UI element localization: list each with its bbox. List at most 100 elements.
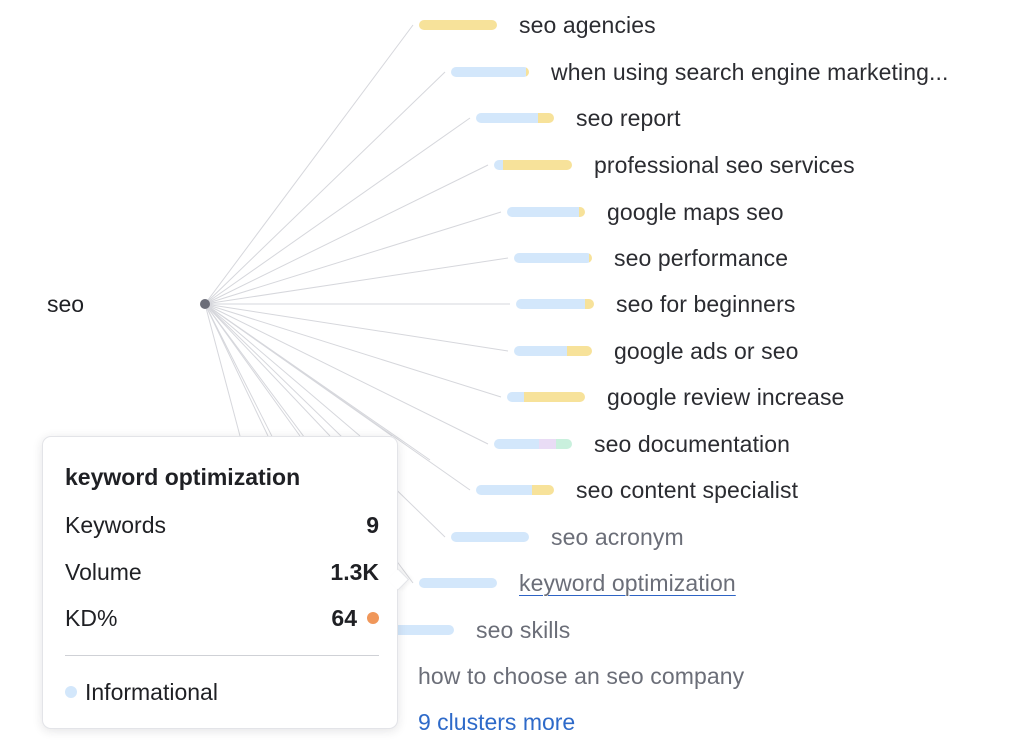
cluster-label[interactable]: professional seo services [594,152,855,178]
intent-segment-informational [419,578,497,588]
connector-line [204,303,502,398]
tooltip-value: 9 [366,511,379,538]
intent-segment-commercial [419,20,497,30]
intent-bar [419,578,497,588]
cluster-item[interactable]: google ads or seo [514,336,799,366]
intent-segment-informational [376,625,454,635]
cluster-label[interactable]: seo report [576,105,681,131]
tooltip-row-kd: KD% 64 [65,603,379,633]
intent-segment-commercial [524,392,585,402]
intent-segment-commercial [525,67,529,77]
cluster-item[interactable]: how to choose an seo company [418,661,744,691]
connector-line [204,303,489,445]
more-clusters-link[interactable]: 9 clusters more [418,709,576,735]
connector-line [204,303,301,437]
cluster-item[interactable]: when using search engine marketing... [451,57,949,87]
cluster-label[interactable]: keyword optimization [519,570,736,596]
cluster-label[interactable]: seo acronym [551,524,684,550]
connector-line [204,117,471,305]
cluster-label[interactable]: google review increase [607,384,845,410]
intent-segment-informational [476,485,533,495]
cluster-label[interactable]: seo agencies [519,12,656,38]
cluster-item[interactable]: seo skills [376,615,570,645]
connector-line [204,71,446,305]
connector-line [204,303,509,352]
intent-segment-commercial [503,160,572,170]
intent-bar [516,299,594,309]
cluster-item[interactable]: professional seo services [494,150,855,180]
tooltip-row-volume: Volume 1.3K [65,557,379,587]
cluster-label[interactable]: seo for beginners [616,291,796,317]
connector-line [204,303,269,437]
connector-line [204,303,446,538]
cluster-item[interactable]: seo acronym [451,522,684,552]
tooltip-divider [65,655,379,656]
cluster-label[interactable]: when using search engine marketing... [551,59,949,85]
cluster-item[interactable]: seo documentation [494,429,790,459]
intent-bar [476,113,554,123]
cluster-item[interactable]: seo agencies [419,10,656,40]
cluster-item[interactable]: google maps seo [507,197,784,227]
intent-segment-informational [514,346,568,356]
intent-bar [514,253,592,263]
intent-bar [376,625,454,635]
connector-line [204,211,502,305]
kd-difficulty-icon [367,612,379,624]
intent-segment-informational [494,160,504,170]
cluster-label[interactable]: seo documentation [594,431,791,457]
intent-segment-commercial [578,207,585,217]
intent-segment-informational [516,299,585,309]
intent-segment-informational [507,392,525,402]
cluster-item[interactable]: google review increase [507,382,844,412]
intent-segment-informational [507,207,579,217]
cluster-item[interactable]: keyword optimization [419,568,736,598]
intent-bar [507,392,585,402]
cluster-label[interactable]: how to choose an seo company [418,663,745,689]
root-keyword-label: seo [47,291,85,317]
cluster-label[interactable]: seo skills [476,617,571,643]
intent-bar [451,532,529,542]
cluster-tooltip: keyword optimization Keywords 9 Volume 1… [42,436,398,729]
tooltip-value-wrap: 64 [331,605,379,632]
intent-segment-informational [476,113,539,123]
connector-line [204,24,414,305]
tooltip-value: 1.3K [330,558,379,585]
intent-segment-commercial [538,113,554,123]
intent-segment-informational [451,67,526,77]
cluster-item[interactable]: seo report [476,103,681,133]
connector-line [204,303,361,437]
connector-line [204,303,331,437]
connector-line [204,257,509,305]
intent-bar [494,439,572,449]
tooltip-key: Volume [65,558,142,585]
tooltip-title: keyword optimization [65,464,301,490]
intent-segment-navigational [539,439,557,449]
intent-bar [514,346,592,356]
cluster-item[interactable]: seo performance [514,243,788,273]
cluster-label[interactable]: seo content specialist [576,477,799,503]
intent-bar [451,67,529,77]
intent-segment-informational [494,439,540,449]
tooltip-value: 64 [331,604,357,631]
tooltip-intent: Informational [65,677,218,707]
root-node[interactable] [200,299,210,309]
intent-segment-informational [451,532,529,542]
intent-icon [65,686,77,698]
connector-line [204,303,431,461]
intent-bar [494,160,572,170]
cluster-item[interactable]: seo content specialist [476,475,798,505]
intent-segment-commercial [567,346,592,356]
intent-bar [507,207,585,217]
cluster-label[interactable]: seo performance [614,245,789,271]
tooltip-intent-label: Informational [85,678,218,705]
connector-line [204,303,241,437]
intent-segment-commercial [584,299,594,309]
intent-segment-commercial [532,485,554,495]
connector-line [204,164,489,305]
cluster-label[interactable]: google ads or seo [614,338,799,364]
cluster-label[interactable]: google maps seo [607,199,784,225]
tooltip-key: KD% [65,604,118,631]
cluster-item[interactable]: seo for beginners [516,289,795,319]
intent-bar [476,485,554,495]
tooltip-row-keywords: Keywords 9 [65,510,379,540]
